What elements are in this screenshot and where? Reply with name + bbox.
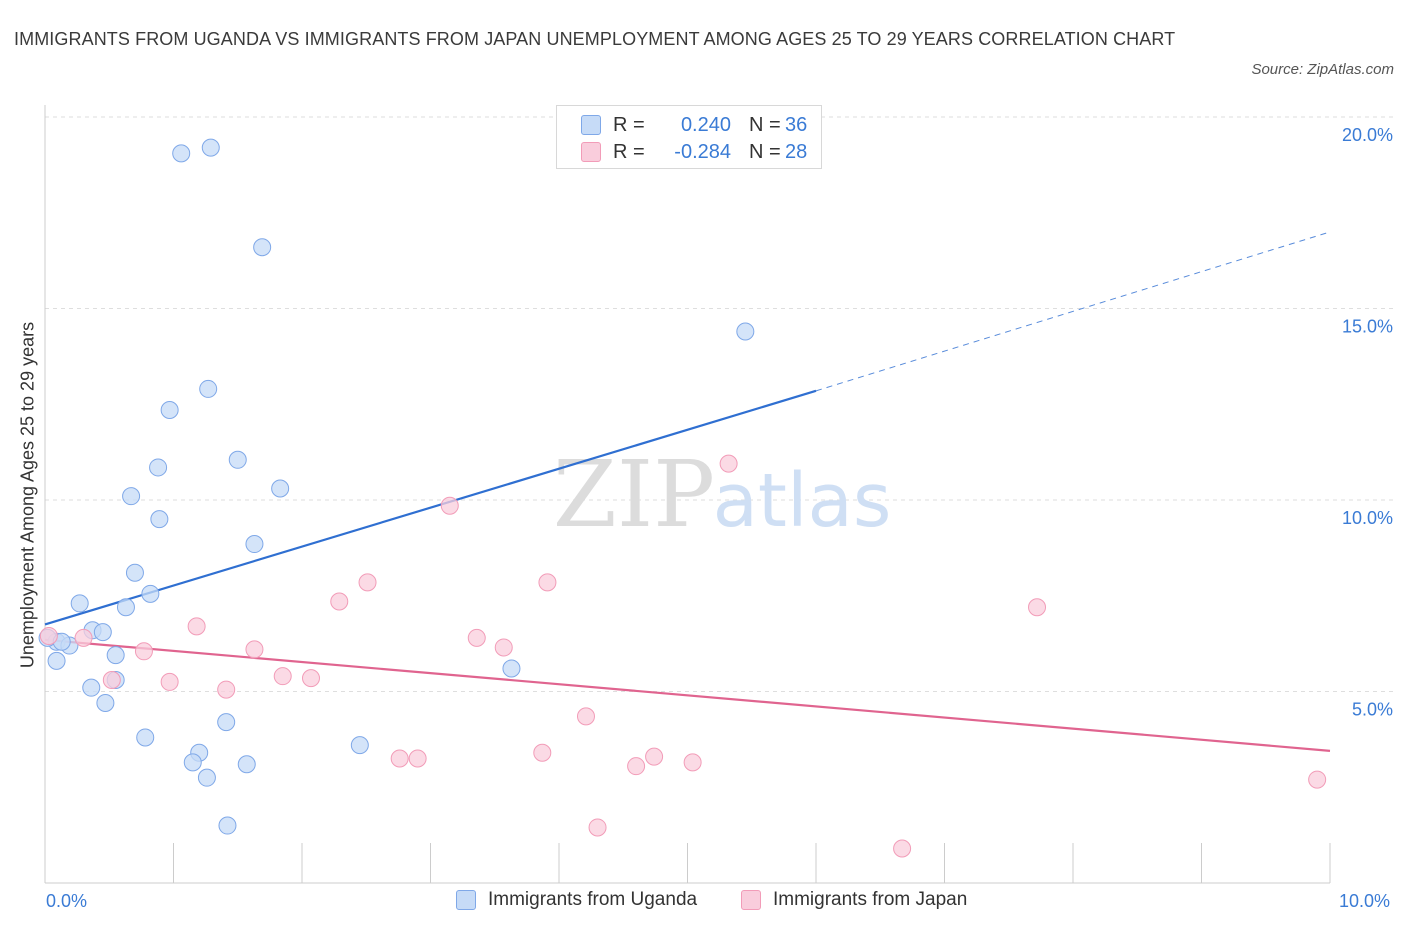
y-tick-label: 10.0% (1342, 508, 1393, 528)
japan-point (893, 839, 912, 858)
japan-point (39, 626, 58, 645)
uganda-point (136, 728, 155, 747)
uganda-point (116, 598, 135, 617)
watermark: ZIP atlas (553, 441, 892, 548)
uganda-point (149, 458, 168, 477)
japan-point (245, 640, 264, 659)
source-label: Source: ZipAtlas.com (1251, 61, 1394, 78)
uganda-point (93, 623, 112, 642)
stats-row-japan: R = -0.284 N = 28 (581, 140, 807, 164)
japan-point (330, 592, 349, 611)
uganda-point (70, 594, 89, 613)
japan-point (74, 628, 93, 647)
japan-point (576, 707, 595, 726)
n-value: 36 (785, 113, 808, 136)
uganda-point (199, 379, 218, 398)
chart-title: IMMIGRANTS FROM UGANDA VS IMMIGRANTS FRO… (14, 29, 1176, 49)
data-points (38, 138, 1327, 858)
japan-point (217, 680, 236, 699)
japan-point (134, 642, 153, 661)
uganda-point (141, 584, 160, 603)
japan-point (533, 743, 552, 762)
watermark-zip: ZIP (553, 441, 715, 548)
uganda-point (502, 659, 521, 678)
y-tick-label: 5.0% (1352, 700, 1393, 720)
japan-point (102, 671, 121, 690)
uganda-point (106, 646, 125, 665)
y-tick-labels: 5.0% 10.0% 15.0% 20.0% (1342, 125, 1393, 720)
n-label: N = (749, 140, 781, 163)
r-label: R = (613, 113, 645, 136)
x-tick-label-max: 10.0% (1339, 891, 1391, 911)
japan-point (719, 454, 738, 473)
japan-point (408, 749, 427, 768)
uganda-legend-swatch (456, 890, 476, 910)
japan-legend-swatch (741, 890, 761, 910)
japan-point (358, 573, 377, 592)
legend-label-uganda: Immigrants from Uganda (488, 889, 698, 910)
uganda-point (122, 487, 141, 506)
japan-trend-line (44, 638, 1331, 752)
y-axis-label: Unemployment Among Ages 25 to 29 years (17, 321, 38, 669)
grid-lines (45, 116, 1395, 692)
uganda-point (350, 736, 369, 755)
r-label: R = (613, 140, 645, 163)
japan-point (390, 749, 409, 768)
uganda-point (197, 768, 216, 787)
uganda-point (245, 535, 264, 554)
uganda-point (47, 651, 66, 670)
uganda-swatch (581, 115, 601, 135)
japan-point (645, 747, 664, 766)
uganda-point (160, 400, 179, 419)
legend-item-uganda[interactable]: Immigrants from Uganda (456, 889, 697, 911)
japan-point (627, 757, 646, 776)
uganda-point (201, 138, 220, 157)
uganda-point (150, 510, 169, 529)
japan-point (187, 617, 206, 636)
uganda-point (125, 563, 144, 582)
y-tick-label: 20.0% (1342, 125, 1393, 145)
axes (44, 105, 1331, 884)
uganda-point (183, 753, 202, 772)
stats-legend: R = 0.240 N = 36 R = -0.284 N = 28 (556, 105, 822, 169)
japan-point (538, 573, 557, 592)
r-value: -0.284 (674, 140, 731, 163)
uganda-point (228, 450, 247, 469)
stats-row-uganda: R = 0.240 N = 36 (581, 113, 807, 137)
japan-point (301, 669, 320, 688)
japan-point (160, 672, 179, 691)
uganda-point (96, 693, 115, 712)
uganda-point (271, 479, 290, 498)
japan-point (588, 818, 607, 837)
uganda-point (736, 322, 755, 341)
japan-point (467, 628, 486, 647)
japan-point (273, 667, 292, 686)
uganda-trend-extension (815, 231, 1331, 392)
y-tick-label: 15.0% (1342, 317, 1393, 337)
watermark-atlas: atlas (713, 458, 892, 544)
x-tick-label-min: 0.0% (46, 891, 88, 911)
legend-item-japan[interactable]: Immigrants from Japan (741, 889, 967, 911)
trend-lines (44, 231, 1331, 752)
japan-swatch (581, 142, 601, 162)
uganda-point (82, 678, 101, 697)
uganda-trend-line (44, 389, 817, 626)
uganda-point (172, 144, 191, 163)
n-value: 28 (785, 140, 808, 163)
uganda-point (218, 816, 237, 835)
r-value: 0.240 (680, 113, 731, 136)
japan-point (683, 753, 702, 772)
uganda-point (217, 713, 236, 732)
n-label: N = (749, 113, 781, 136)
japan-point (494, 638, 513, 657)
uganda-point (253, 238, 272, 257)
legend-label-japan: Immigrants from Japan (773, 889, 968, 910)
japan-point (1308, 770, 1327, 789)
japan-point (440, 496, 459, 515)
uganda-point (237, 755, 256, 774)
japan-point (1028, 598, 1047, 617)
